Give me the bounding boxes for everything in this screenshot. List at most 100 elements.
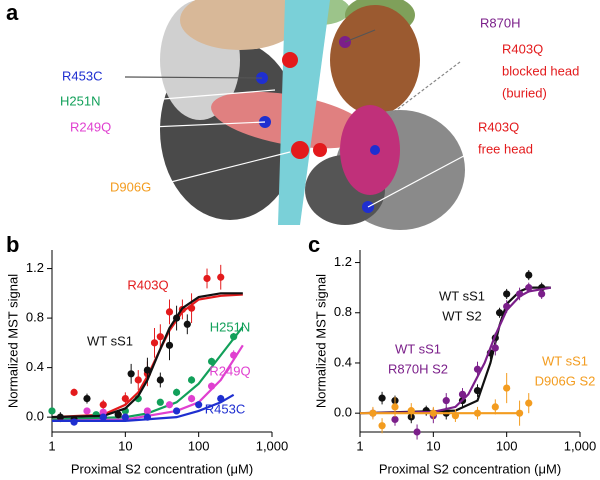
y-tick-label: 0.4	[26, 359, 44, 374]
y-tick-label: 0.0	[334, 405, 352, 420]
data-point	[515, 290, 524, 298]
data-point	[391, 415, 399, 424]
data-point	[70, 388, 78, 396]
data-point	[165, 308, 174, 316]
annotation: D906G	[110, 179, 151, 194]
data-point	[150, 339, 159, 347]
annotation: R249Q	[70, 119, 111, 134]
annotation: R403Q	[502, 41, 543, 56]
data-point	[183, 320, 191, 328]
data-point	[538, 290, 546, 298]
panel-label: b	[6, 232, 19, 257]
y-axis-label: Normalized MST signal	[5, 274, 20, 408]
data-point	[156, 398, 164, 406]
data-point	[56, 413, 64, 421]
annotation: R870H	[480, 15, 520, 30]
data-point	[429, 409, 437, 417]
data-point	[48, 407, 56, 415]
data-point	[495, 309, 504, 317]
series	[360, 373, 533, 434]
data-point	[83, 394, 91, 403]
data-point	[172, 314, 181, 322]
annotation-lines	[124, 29, 476, 208]
annotation: WT sS1	[439, 288, 485, 303]
annotation: H251N	[60, 93, 100, 108]
data-point	[473, 386, 482, 395]
annotation: R403Q	[478, 119, 519, 134]
data-point	[172, 388, 181, 396]
data-point	[114, 411, 122, 419]
y-axis-label: Normalized MST signal	[313, 274, 328, 408]
data-point	[230, 351, 238, 359]
data-point	[121, 413, 129, 421]
data-point	[378, 394, 386, 402]
panel-label: a	[6, 0, 19, 25]
y-tick-label: 0.8	[334, 304, 352, 319]
data-point	[503, 384, 511, 392]
data-point	[525, 271, 533, 279]
data-point	[187, 394, 196, 403]
x-tick-label: 1,000	[256, 438, 289, 453]
data-point	[458, 390, 467, 398]
data-point	[378, 422, 386, 430]
fit-curve	[359, 286, 552, 415]
data-point	[230, 333, 238, 341]
x-tick-label: 10	[118, 438, 132, 453]
data-point	[121, 394, 129, 403]
fit-curve	[51, 292, 243, 419]
data-point	[525, 284, 533, 292]
data-point	[99, 401, 107, 409]
data-point	[217, 394, 225, 403]
x-tick-label: 1,000	[564, 438, 597, 453]
x-tick-label: 10	[426, 438, 440, 453]
data-point	[70, 418, 78, 426]
series-label: R453C	[205, 401, 245, 416]
data-point	[143, 366, 152, 374]
data-point	[165, 341, 174, 349]
data-point	[369, 409, 377, 417]
x-tick-label: 100	[496, 438, 518, 453]
series-label: R403Q	[127, 277, 168, 292]
series-label: WT sS1	[87, 333, 133, 348]
annotation: blocked head	[502, 63, 579, 78]
data-point	[442, 397, 450, 405]
data-point	[451, 412, 460, 420]
y-tick-label: 0.0	[26, 409, 44, 424]
annotation: WT S2	[442, 308, 482, 323]
series-label: R249Q	[209, 363, 250, 378]
x-tick-label: 1	[48, 438, 55, 453]
y-tick-label: 1.2	[26, 260, 44, 275]
series	[51, 292, 243, 424]
annotation: R870H S2	[388, 361, 448, 376]
y-tick-label: 1.2	[334, 254, 352, 269]
data-point	[491, 344, 499, 352]
data-point	[99, 413, 107, 421]
x-axis-label: Proximal S2 concentration (μM)	[379, 461, 561, 476]
annotation: WT sS1	[395, 341, 441, 356]
data-point	[491, 403, 499, 411]
x-axis-label: Proximal S2 concentration (μM)	[71, 461, 253, 476]
data-point	[525, 399, 533, 407]
fit-curve	[51, 293, 243, 419]
data-point	[473, 409, 482, 417]
data-point	[156, 333, 164, 341]
data-point	[473, 365, 482, 373]
series	[52, 393, 235, 426]
data-point	[413, 428, 421, 436]
data-point	[165, 401, 174, 409]
data-point	[503, 290, 511, 298]
data-point	[156, 376, 164, 384]
data-point	[503, 302, 511, 311]
data-point	[207, 382, 216, 390]
data-point	[407, 407, 415, 415]
data-point	[515, 409, 524, 417]
series-label: H251N	[210, 319, 250, 334]
data-point	[187, 304, 196, 312]
data-point	[203, 274, 211, 283]
structure-image	[160, 0, 465, 230]
annotation: R453C	[62, 68, 102, 83]
data-point	[83, 407, 91, 415]
panel-label: c	[308, 232, 320, 257]
data-point	[172, 407, 181, 415]
